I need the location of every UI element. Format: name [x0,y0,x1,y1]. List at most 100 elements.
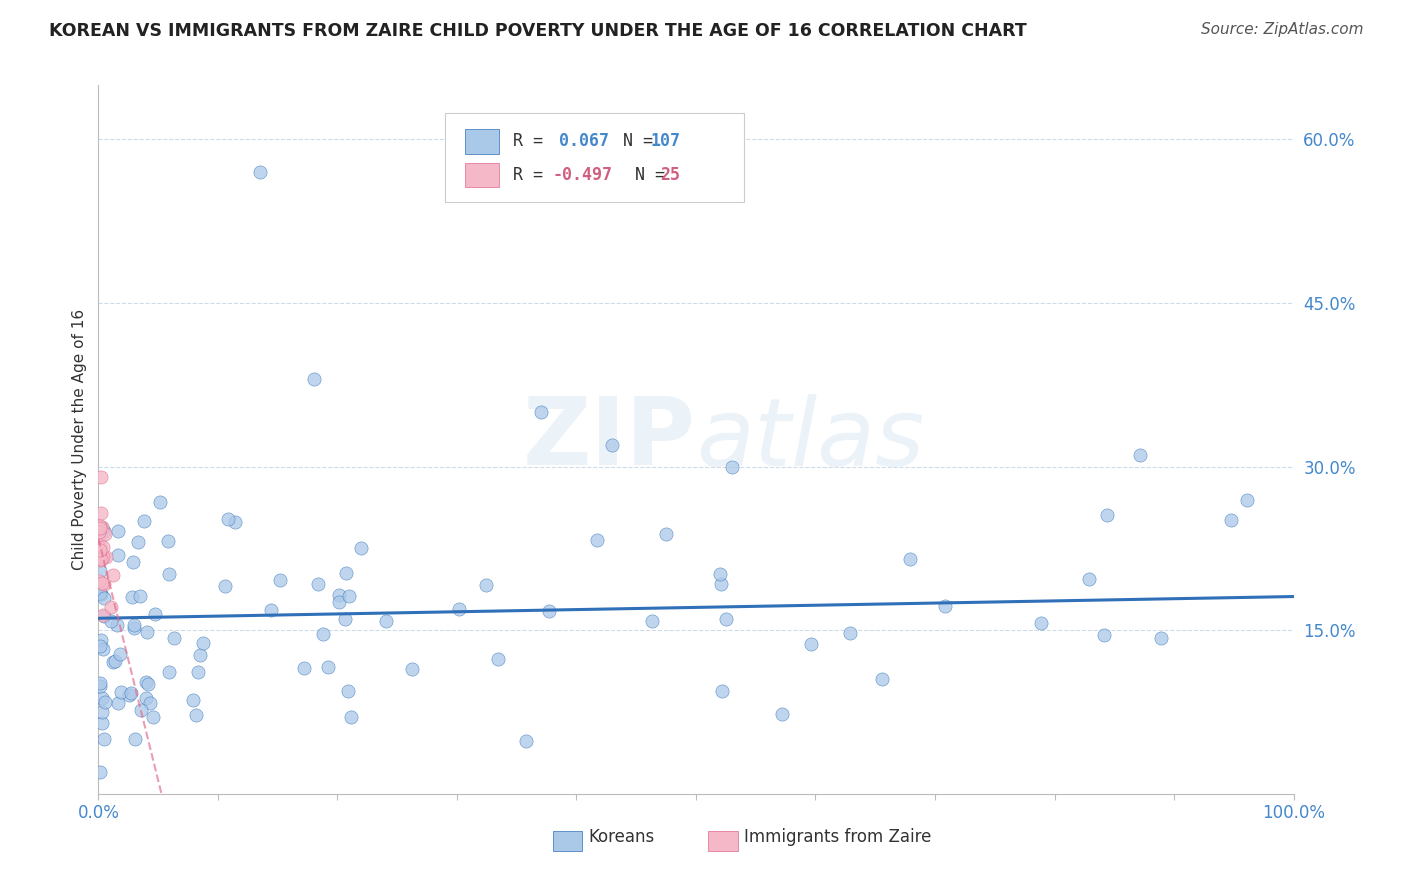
Point [714,612,737,626]
Point [90,552,112,566]
Point [91,607,114,622]
Point [447,601,470,615]
Point [135,675,157,690]
Point [89,586,111,600]
Point [90,521,112,535]
Point [135,691,157,706]
Point [318,660,340,674]
Point [122,555,145,569]
Point [515,734,537,748]
Text: Immigrants from Zaire: Immigrants from Zaire [744,828,931,847]
Point [96,549,118,564]
Point [89,585,111,599]
Point [89,553,111,567]
Point [90,470,112,484]
Text: R =: R = [513,166,553,184]
Point [91,716,114,731]
Point [224,515,246,529]
Point [530,405,553,419]
Text: 107: 107 [651,133,681,151]
Point [118,688,141,702]
Point [122,621,145,635]
Point [103,655,125,669]
Point [302,372,325,386]
Point [655,526,678,541]
Text: atlas: atlas [696,393,924,485]
Point [87,524,110,539]
Point [1031,615,1053,630]
Point [217,512,239,526]
Point [800,637,823,651]
Point [105,618,128,632]
Text: Source: ZipAtlas.com: Source: ZipAtlas.com [1201,22,1364,37]
Point [89,586,111,600]
Point [93,591,115,606]
Point [1220,513,1243,527]
Point [89,519,111,533]
Text: Koreans: Koreans [589,828,655,847]
Point [87,548,110,562]
Y-axis label: Child Poverty Under the Age of 16: Child Poverty Under the Age of 16 [72,309,87,570]
Point [934,599,956,613]
Point [1078,572,1101,586]
Text: KOREAN VS IMMIGRANTS FROM ZAIRE CHILD POVERTY UNDER THE AGE OF 16 CORRELATION CH: KOREAN VS IMMIGRANTS FROM ZAIRE CHILD PO… [49,22,1026,40]
Point [128,589,150,603]
Point [89,639,111,653]
Point [710,577,733,591]
Point [181,692,204,706]
Point [156,534,179,549]
Point [350,541,373,555]
Point [90,632,112,647]
Point [91,641,114,656]
Point [91,550,114,565]
FancyBboxPatch shape [446,113,744,202]
Point [335,612,357,626]
Text: 0.067: 0.067 [558,133,609,151]
Point [90,705,112,719]
Point [1236,493,1258,508]
Point [94,526,117,541]
Point [90,587,112,601]
Point [91,540,114,554]
Point [312,627,335,641]
Point [87,533,110,548]
Point [1092,628,1115,642]
Point [136,676,159,690]
FancyBboxPatch shape [709,831,738,851]
Point [249,165,271,179]
Point [100,614,122,628]
Point [139,696,162,710]
Point [93,577,115,591]
Point [337,683,360,698]
Point [121,591,143,605]
Point [188,648,211,662]
Text: N =: N = [603,133,662,151]
Point [136,624,159,639]
Point [89,543,111,558]
Point [87,550,110,565]
Point [214,579,236,593]
Point [486,651,509,665]
Point [898,552,921,566]
Point [770,706,793,721]
Point [108,647,131,661]
Point [110,685,132,699]
Point [269,573,291,587]
Text: -0.497: -0.497 [553,166,613,184]
Point [1095,508,1118,523]
Point [132,515,155,529]
Point [1129,448,1152,462]
Point [709,566,731,581]
Point [163,631,186,645]
Point [107,524,129,538]
Point [104,654,127,668]
Point [107,548,129,562]
FancyBboxPatch shape [465,162,499,186]
Point [89,549,111,564]
Point [90,506,112,520]
Point [93,609,115,624]
Point [186,707,208,722]
Point [107,696,129,710]
Point [91,690,114,705]
Text: R =: R = [513,133,564,151]
